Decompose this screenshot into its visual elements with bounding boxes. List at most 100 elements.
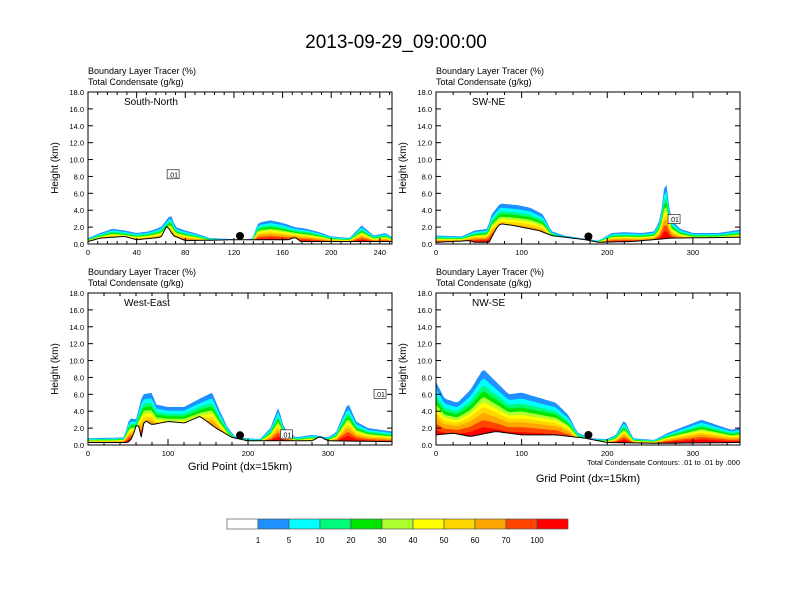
- y-tick-label: 12.0: [417, 340, 432, 349]
- colorbar-label: 70: [502, 536, 511, 545]
- colorbar-swatch: [257, 518, 290, 530]
- y-tick-label: 14.0: [69, 122, 84, 131]
- panel-title-tracer: Boundary Layer Tracer (%): [436, 267, 544, 277]
- y-tick-label: 12.0: [417, 139, 432, 148]
- y-tick-label: 0.0: [74, 441, 84, 450]
- y-tick-label: 2.0: [422, 424, 432, 433]
- colorbar-swatch: [288, 518, 321, 530]
- colorbar-swatch: [319, 518, 352, 530]
- colorbar-swatch: [505, 518, 538, 530]
- location-marker: [236, 231, 244, 240]
- y-tick-label: 14.0: [417, 323, 432, 332]
- x-tick-label: 100: [162, 449, 175, 458]
- colorbar-label: 40: [409, 536, 418, 545]
- y-tick-label: 18.0: [417, 88, 432, 97]
- plot-frame: [435, 292, 741, 446]
- y-tick-label: 10.0: [417, 156, 432, 165]
- x-tick-label: 80: [181, 248, 189, 257]
- panel-title-tracer: Boundary Layer Tracer (%): [88, 66, 196, 76]
- y-tick-label: 16.0: [417, 105, 432, 114]
- x-tick-label: 200: [601, 248, 614, 257]
- y-tick-label: 2.0: [74, 223, 84, 232]
- contour-label: .01: [669, 217, 679, 224]
- x-tick-label: 100: [515, 248, 528, 257]
- x-axis-label: Grid Point (dx=15km): [188, 461, 292, 473]
- x-axis-label: Grid Point (dx=15km): [536, 473, 640, 485]
- terrain-fill: [436, 431, 740, 445]
- x-tick-label: 0: [86, 449, 90, 458]
- panel-title-condensate: Total Condensate (g/kg): [436, 77, 532, 87]
- x-tick-label: 240: [374, 248, 387, 257]
- plot-area: .01 .01: [88, 389, 392, 445]
- location-marker: [236, 431, 244, 440]
- x-tick-label: 0: [434, 449, 438, 458]
- colorbar-swatch: [536, 518, 569, 530]
- x-tick-label: 300: [687, 248, 700, 257]
- y-tick-label: 8.0: [74, 172, 84, 181]
- y-tick-label: 12.0: [69, 139, 84, 148]
- plot-area: .01: [88, 169, 392, 244]
- plot-area: .01: [436, 184, 740, 244]
- plot-frame: [87, 91, 393, 245]
- panel-title-condensate: Total Condensate (g/kg): [88, 77, 184, 87]
- main-title: 2013-09-29_09:00:00: [305, 32, 487, 53]
- colorbar-label: 100: [530, 536, 544, 545]
- cross-section-label: NW-SE: [472, 298, 505, 309]
- y-tick-label: 14.0: [69, 323, 84, 332]
- x-tick-label: 200: [601, 449, 614, 458]
- panel-bottom-right: Boundary Layer Tracer (%) Total Condensat…: [398, 267, 741, 485]
- colorbar-label: 20: [347, 536, 356, 545]
- colorbar-label: 10: [316, 536, 325, 545]
- y-tick-label: 2.0: [74, 424, 84, 433]
- x-tick-label: 200: [325, 248, 338, 257]
- x-tick-label: 300: [687, 449, 700, 458]
- location-marker: [584, 430, 593, 439]
- colorbar-swatch: [474, 518, 507, 530]
- y-tick-label: 8.0: [422, 172, 432, 181]
- plot-frame: [435, 91, 741, 245]
- colorbar-label: 5: [287, 536, 292, 545]
- colorbar-swatch: [226, 518, 259, 530]
- colorbar: 1 5 10 20 30 40 50 60 70 100: [226, 518, 569, 545]
- y-tick-label: 18.0: [69, 289, 84, 298]
- panel-top-right: Boundary Layer Tracer (%)Total Condensat…: [398, 66, 741, 257]
- y-tick-label: 2.0: [422, 223, 432, 232]
- contour-label-box: [373, 389, 387, 399]
- y-axis-label: Height (km): [50, 142, 61, 194]
- x-tick-label: 200: [242, 449, 255, 458]
- y-tick-label: 4.0: [422, 407, 432, 416]
- y-tick-label: 8.0: [422, 373, 432, 382]
- x-tick-label: 300: [322, 449, 335, 458]
- contour-note: Total Condensate Contours: .01 to .01 by…: [587, 458, 740, 467]
- colorbar-label: 1: [256, 536, 261, 545]
- y-tick-label: 6.0: [422, 189, 432, 198]
- y-tick-label: 4.0: [74, 407, 84, 416]
- y-axis-label: Height (km): [50, 343, 61, 395]
- colorbar-swatch: [381, 518, 414, 530]
- y-tick-label: 18.0: [69, 88, 84, 97]
- x-tick-label: 40: [132, 248, 140, 257]
- y-tick-label: 12.0: [69, 340, 84, 349]
- y-tick-label: 8.0: [74, 373, 84, 382]
- y-tick-label: 4.0: [422, 206, 432, 215]
- x-tick-label: 120: [228, 248, 241, 257]
- panel-title-tracer: Boundary Layer Tracer (%): [88, 267, 196, 277]
- plot-area: [436, 370, 740, 445]
- terrain-fill: [88, 226, 392, 244]
- y-tick-label: 0.0: [422, 240, 432, 249]
- contour-label-box: [280, 429, 293, 440]
- colorbar-swatch: [443, 518, 476, 530]
- contour-label: .01: [375, 392, 385, 399]
- y-tick-label: 0.0: [422, 441, 432, 450]
- x-tick-label: 160: [276, 248, 289, 257]
- y-tick-label: 10.0: [69, 156, 84, 165]
- colorbar-swatch: [412, 518, 445, 530]
- y-tick-label: 16.0: [69, 306, 84, 315]
- y-axis-label: Height (km): [398, 142, 409, 194]
- plot-frame: [87, 292, 393, 446]
- colorbar-swatch: [350, 518, 383, 530]
- y-tick-label: 16.0: [417, 306, 432, 315]
- y-axis-label: Height (km): [398, 343, 409, 395]
- x-tick-label: 100: [515, 449, 528, 458]
